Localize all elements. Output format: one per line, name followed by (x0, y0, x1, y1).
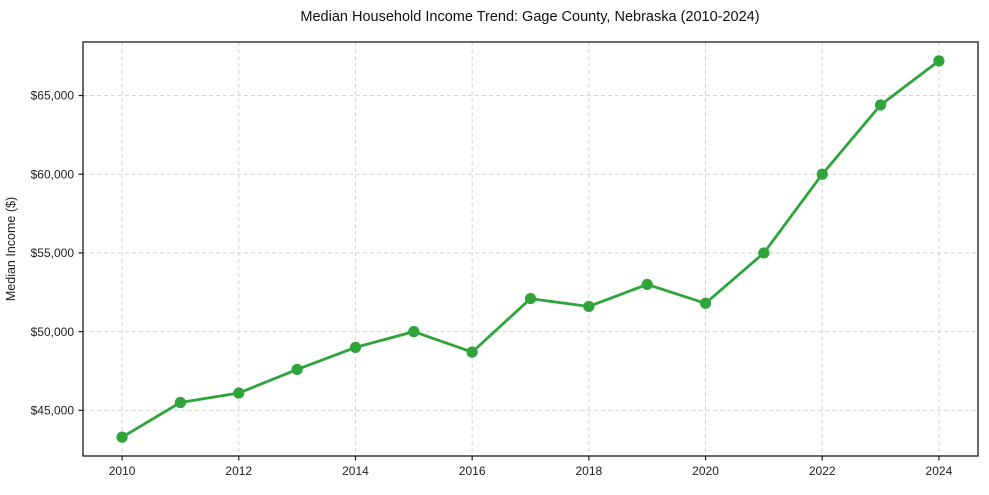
y-tick-label: $60,000 (31, 167, 75, 181)
x-tick-label: 2014 (342, 464, 369, 478)
data-point-2011 (174, 396, 187, 409)
data-point-2021 (758, 247, 770, 259)
data-point-2014 (349, 341, 362, 353)
data-point-2018 (583, 300, 595, 313)
x-tick-label: 2018 (575, 464, 602, 478)
y-tick-label: $50,000 (31, 325, 75, 339)
data-point-2013 (291, 363, 303, 376)
y-axis-label: Median Income ($) (4, 197, 18, 301)
x-tick-label: 2016 (459, 464, 486, 478)
x-tick-label: 2010 (109, 464, 136, 478)
trend-line (120, 59, 941, 439)
gridlines (83, 42, 978, 456)
x-tick-label: 2022 (809, 464, 836, 478)
data-point-2020 (699, 297, 712, 309)
data-point-2016 (466, 346, 478, 358)
y-tick-label: $45,000 (31, 404, 75, 418)
y-tick-label: $65,000 (31, 89, 75, 103)
chart-title: Median Household Income Trend: Gage Coun… (300, 9, 759, 25)
data-point-2010 (116, 431, 128, 443)
x-tick-label: 2012 (225, 464, 252, 478)
data-point-2012 (233, 387, 245, 399)
axes (82, 41, 979, 457)
y-tick-label: $55,000 (31, 246, 75, 260)
axis-ticks (78, 94, 940, 461)
income-series (116, 55, 945, 443)
data-point-2017 (524, 292, 537, 305)
data-point-2015 (408, 326, 420, 338)
axis-tick-labels: 2010 2012 2014 2016 2018 2020 2022 2024 $45,000 $… (31, 89, 953, 478)
data-point-2024 (933, 55, 945, 67)
plot-border (82, 41, 979, 457)
data-point-2022 (816, 168, 828, 180)
data-point-2023 (874, 99, 887, 111)
x-tick-label: 2024 (926, 464, 953, 478)
x-tick-label: 2020 (692, 464, 719, 478)
data-point-2019 (641, 278, 653, 291)
